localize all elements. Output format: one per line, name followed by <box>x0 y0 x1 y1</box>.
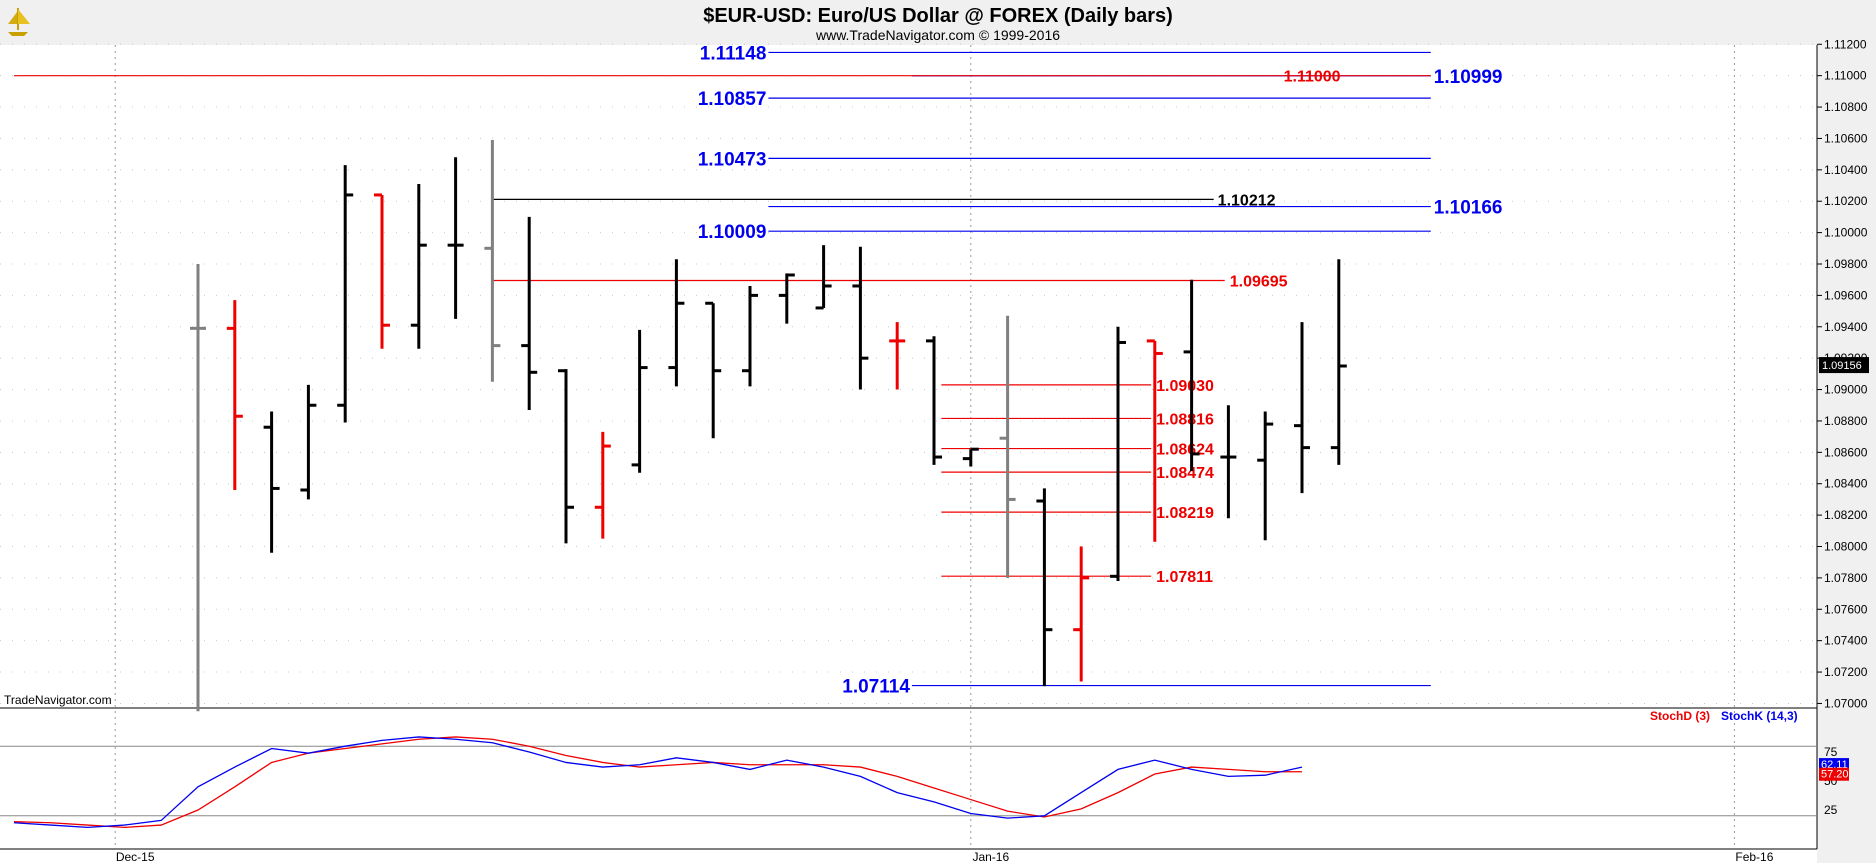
stoch-d-line <box>13 736 1302 829</box>
stoch-k-legend: StochK (14,3) <box>1721 709 1798 723</box>
last-price-tag: 1.09156 <box>1819 357 1869 374</box>
price-tick-label: 1.11000 <box>1824 69 1867 83</box>
blue-level-label: 1.10999 <box>1434 67 1503 88</box>
grid <box>0 43 1817 849</box>
price-tick-label: 1.09800 <box>1824 257 1868 271</box>
red-level-label: 1.09030 <box>1156 378 1214 395</box>
app-logo <box>8 8 30 36</box>
date-label: Feb-16 <box>1735 850 1773 863</box>
price-tick-label: 1.07000 <box>1824 696 1868 710</box>
price-tick-label: 1.07800 <box>1824 571 1868 585</box>
price-tick-label: 1.10000 <box>1824 226 1868 240</box>
red-level-label: 1.09695 <box>1230 273 1288 290</box>
stoch-d-value: 57.20 <box>1821 769 1849 781</box>
last-price-label: 1.09156 <box>1822 360 1862 372</box>
black-level-label: 1.10212 <box>1218 192 1276 209</box>
stoch-tick-label: 75 <box>1824 745 1838 759</box>
panel-borders <box>0 45 1818 850</box>
date-axis: Dec-15 Jan-16 Feb-16 <box>116 850 1774 863</box>
last-price-box <box>1819 357 1869 374</box>
price-tick-label: 1.07400 <box>1824 634 1868 648</box>
price-tick-label: 1.10800 <box>1824 100 1868 114</box>
stoch-tick-label: 25 <box>1824 803 1838 817</box>
price-tick-label: 1.08600 <box>1824 445 1868 459</box>
price-tick-label: 1.07600 <box>1824 602 1868 616</box>
blue-level-label: 1.10473 <box>698 149 767 170</box>
red-level-label: 1.08624 <box>1156 442 1214 459</box>
price-tick-label: 1.10600 <box>1824 131 1868 145</box>
stoch-k-line <box>13 736 1303 829</box>
price-tick-label: 1.10200 <box>1824 194 1868 208</box>
red-level-label: 1.08474 <box>1156 465 1214 482</box>
price-tick-label: 1.09000 <box>1824 383 1868 397</box>
price-tick-label: 1.08000 <box>1824 540 1868 554</box>
watermark: TradeNavigator.com <box>4 693 112 707</box>
price-tick-label: 1.10400 <box>1824 163 1868 177</box>
red-level-label: 1.08816 <box>1156 411 1214 428</box>
price-tick-label: 1.11200 <box>1824 37 1867 51</box>
price-bars <box>190 140 1347 712</box>
blue-level-label: 1.07114 <box>842 677 910 698</box>
red-level-label: 1.08219 <box>1156 505 1214 522</box>
blue-level-label: 1.10009 <box>698 222 767 243</box>
red-level-label: 1.11000 <box>1284 69 1341 86</box>
price-axis: 1.11200 1.11000 1.10800 1.10600 1.10400 1.102… <box>1817 37 1868 710</box>
price-tick-label: 1.07200 <box>1824 665 1868 679</box>
blue-level-label: 1.10857 <box>698 89 767 110</box>
stoch-d-legend: StochD (3) <box>1650 709 1710 723</box>
chart-title: $EUR-USD: Euro/US Dollar @ FOREX (Daily … <box>703 5 1173 27</box>
price-tick-label: 1.09600 <box>1824 288 1868 302</box>
red-level-label: 1.07811 <box>1156 569 1213 586</box>
price-tick-label: 1.08200 <box>1824 508 1868 522</box>
price-tick-label: 1.08400 <box>1824 477 1868 491</box>
price-tick-label: 1.08800 <box>1824 414 1868 428</box>
stoch-d-value-box <box>1819 767 1849 781</box>
date-label: Jan-16 <box>972 850 1009 863</box>
price-tick-label: 1.09400 <box>1824 320 1868 334</box>
blue-level-label: 1.11148 <box>700 43 767 64</box>
chart-subtitle: www.TradeNavigator.com © 1999-2016 <box>815 27 1060 43</box>
blue-level-label: 1.10166 <box>1434 198 1503 219</box>
date-label: Dec-15 <box>116 850 155 863</box>
price-levels: 1.11148 1.10857 1.10473 1.10009 1.10999 1.101… <box>14 43 1503 698</box>
